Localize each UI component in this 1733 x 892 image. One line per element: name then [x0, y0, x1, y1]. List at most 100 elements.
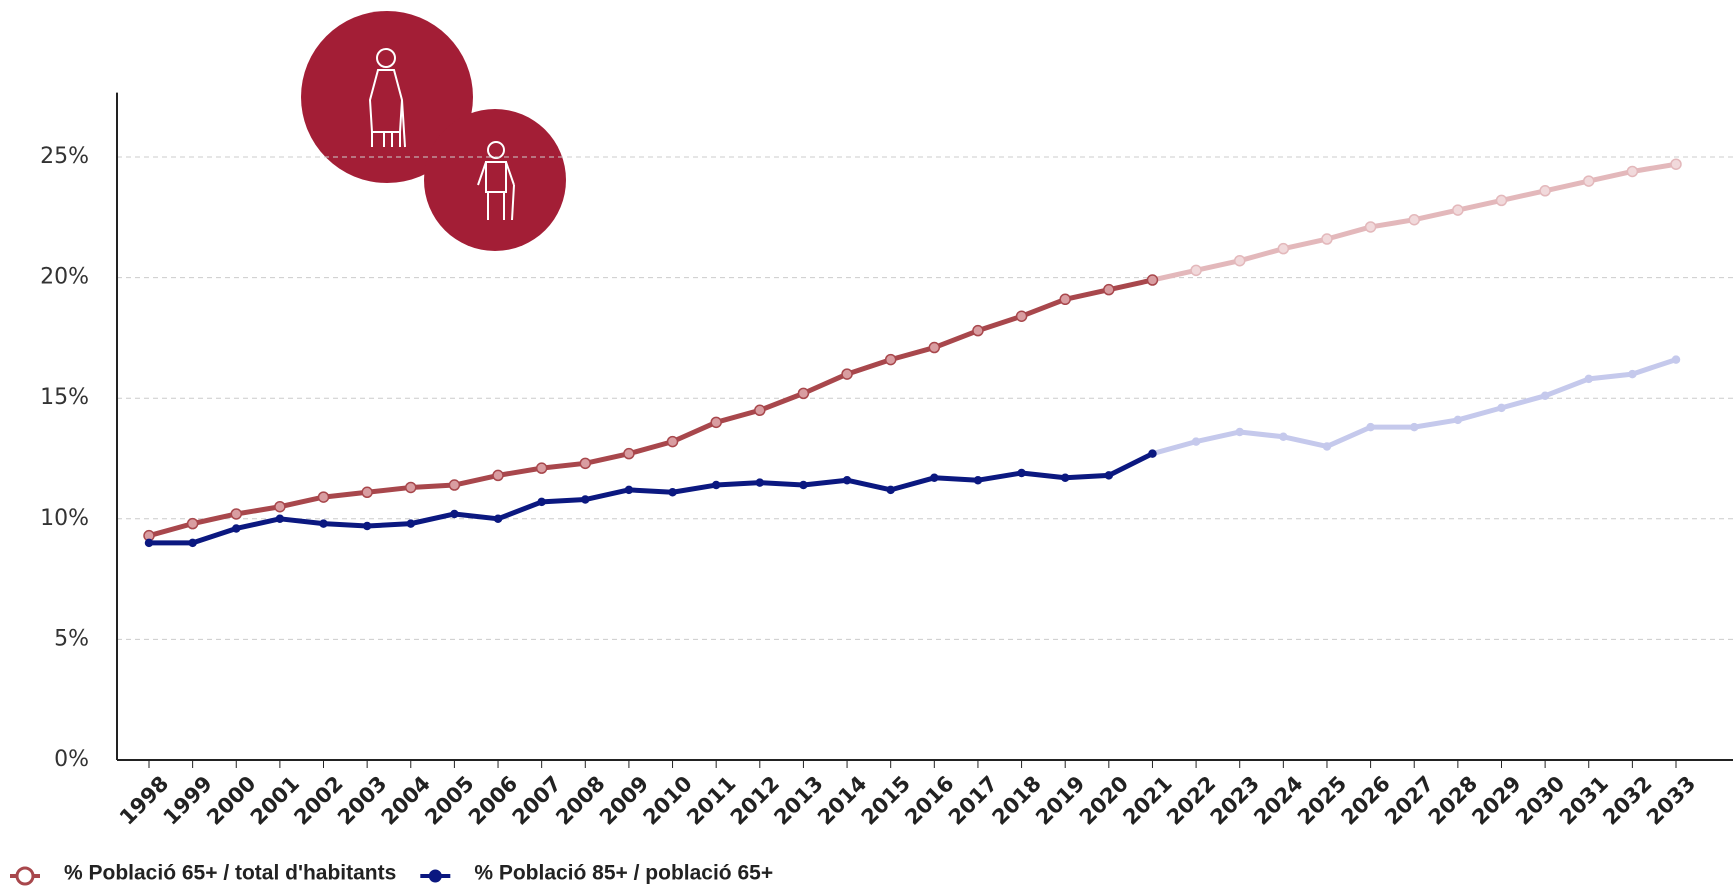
point: [492, 469, 504, 482]
point: [1017, 468, 1026, 478]
series-line: [148, 277, 1153, 539]
y-tick-label: 15%: [40, 385, 89, 410]
point: [1408, 213, 1420, 226]
point: [884, 353, 897, 366]
point: [317, 491, 330, 503]
icons: [301, 11, 566, 251]
y-tick-label: 20%: [40, 265, 89, 290]
point: [668, 488, 677, 497]
point: [1670, 158, 1682, 170]
point: [1497, 403, 1506, 413]
point: [1190, 264, 1202, 277]
y-tick-label: 0%: [54, 747, 89, 772]
x-tick-label: 2024: [1249, 771, 1307, 829]
point: [144, 538, 154, 548]
point: [448, 479, 461, 491]
point: [1277, 242, 1290, 255]
forecast-line: [1151, 357, 1677, 457]
series-line: [149, 451, 1154, 546]
point: [274, 500, 286, 513]
point: [1409, 422, 1419, 432]
point: [1191, 437, 1201, 446]
x-tick-label: 1998: [115, 771, 173, 829]
x-tick-label: 2031: [1555, 771, 1613, 829]
point: [797, 387, 810, 400]
x-tick-label: 2009: [595, 771, 653, 829]
point: [1628, 369, 1637, 379]
icon-circle: [424, 109, 566, 251]
point: [972, 324, 984, 337]
point: [754, 404, 766, 417]
point: [666, 435, 679, 448]
point: [710, 416, 722, 429]
point: [450, 509, 459, 519]
point: [1626, 165, 1639, 178]
point: [1671, 355, 1681, 364]
point: [1104, 471, 1114, 480]
x-tick-label: 2017: [944, 771, 1002, 829]
legend-marker: [15, 866, 35, 886]
x-tick-label: 2020: [1075, 771, 1133, 829]
x-tick-label: 2029: [1467, 771, 1525, 829]
legend-label: % Població 65+ / total d'habitants: [64, 862, 396, 885]
point: [973, 475, 983, 485]
point: [1059, 293, 1071, 306]
x-tick-label: 2015: [857, 771, 915, 829]
point: [406, 519, 416, 528]
point: [755, 478, 765, 487]
x-tick-label: 2005: [420, 771, 478, 829]
point: [1495, 194, 1508, 207]
icon-man: [477, 141, 515, 221]
point: [1539, 185, 1551, 197]
y-tick-label: 25%: [40, 144, 89, 169]
point: [405, 481, 417, 494]
point: [1148, 449, 1157, 458]
point: [1584, 374, 1593, 384]
point: [1235, 427, 1244, 437]
y-tick-label: 5%: [54, 626, 89, 651]
x-tick-label: 2012: [726, 771, 784, 829]
point: [362, 521, 372, 531]
x-tick-label: 2019: [1031, 771, 1089, 829]
point: [1060, 473, 1070, 483]
point: [623, 447, 635, 460]
x-tick-label: 2011: [682, 771, 740, 829]
x-tick-label: 2003: [333, 771, 391, 829]
point: [928, 341, 941, 354]
x-tick-label: 2026: [1337, 771, 1395, 829]
x-tick-label: 2030: [1511, 771, 1569, 829]
point: [1364, 221, 1377, 233]
point: [537, 497, 546, 507]
point: [1453, 415, 1463, 425]
x-tick-label: 2018: [988, 771, 1046, 829]
point: [319, 519, 328, 528]
point: [535, 462, 548, 474]
x-tick-label: 2001: [246, 771, 304, 829]
point: [1452, 204, 1464, 216]
legend-marker: [428, 869, 442, 883]
x-tick-label: 2004: [377, 771, 435, 829]
point: [886, 485, 895, 495]
x-tick-label: 2002: [289, 771, 347, 829]
x-tick-label: 2014: [813, 771, 871, 829]
point: [799, 480, 808, 490]
icon-woman: [368, 48, 406, 148]
point: [230, 508, 243, 520]
x-tick-label: 2013: [769, 771, 827, 829]
point: [841, 368, 853, 380]
x-tick-label: 2032: [1598, 771, 1656, 829]
point: [1015, 310, 1028, 322]
point: [581, 495, 590, 504]
point: [1279, 432, 1288, 442]
point: [1582, 175, 1595, 187]
y-tick-label: 10%: [40, 506, 89, 531]
x-tick-label: 2025: [1293, 771, 1351, 829]
point: [275, 514, 285, 524]
x-tick-label: 2010: [639, 771, 697, 829]
x-tick-label: 2021: [1118, 771, 1176, 829]
x-tick-label: 2027: [1380, 771, 1438, 829]
x-tick-label: 2016: [900, 771, 958, 829]
icon-circle: [301, 11, 473, 183]
point: [711, 480, 721, 490]
